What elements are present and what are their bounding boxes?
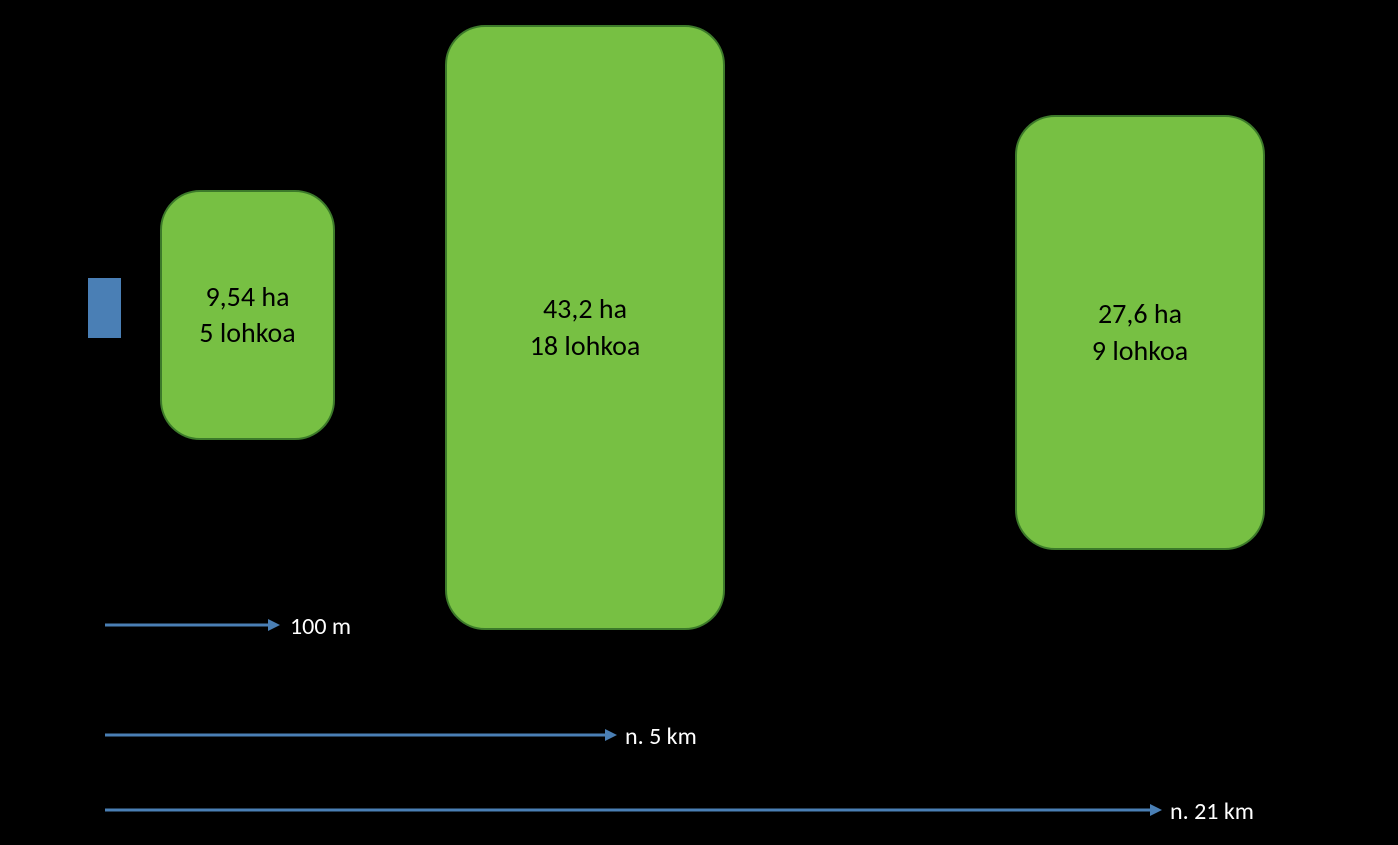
- parcel-box-3: 27,6 ha 9 lohkoa: [1015, 115, 1265, 550]
- distance-arrow-2: [105, 725, 620, 745]
- marker-rect: [88, 278, 121, 338]
- parcel-3-area: 27,6 ha: [1098, 296, 1182, 332]
- parcel-box-1: 9,54 ha 5 lohkoa: [160, 190, 335, 440]
- parcel-box-2: 43,2 ha 18 lohkoa: [445, 25, 725, 630]
- distance-label-1: 100 m: [290, 612, 351, 641]
- distance-arrow-3: [105, 800, 1165, 820]
- parcel-2-count: 18 lohkoa: [530, 328, 641, 364]
- distance-arrow-1: [105, 615, 283, 635]
- parcel-3-count: 9 lohkoa: [1092, 333, 1188, 369]
- parcel-1-count: 5 lohkoa: [199, 315, 295, 351]
- parcel-1-area: 9,54 ha: [205, 279, 289, 315]
- parcel-2-area: 43,2 ha: [543, 291, 627, 327]
- distance-label-3: n. 21 km: [1170, 797, 1254, 826]
- distance-label-2: n. 5 km: [625, 722, 697, 751]
